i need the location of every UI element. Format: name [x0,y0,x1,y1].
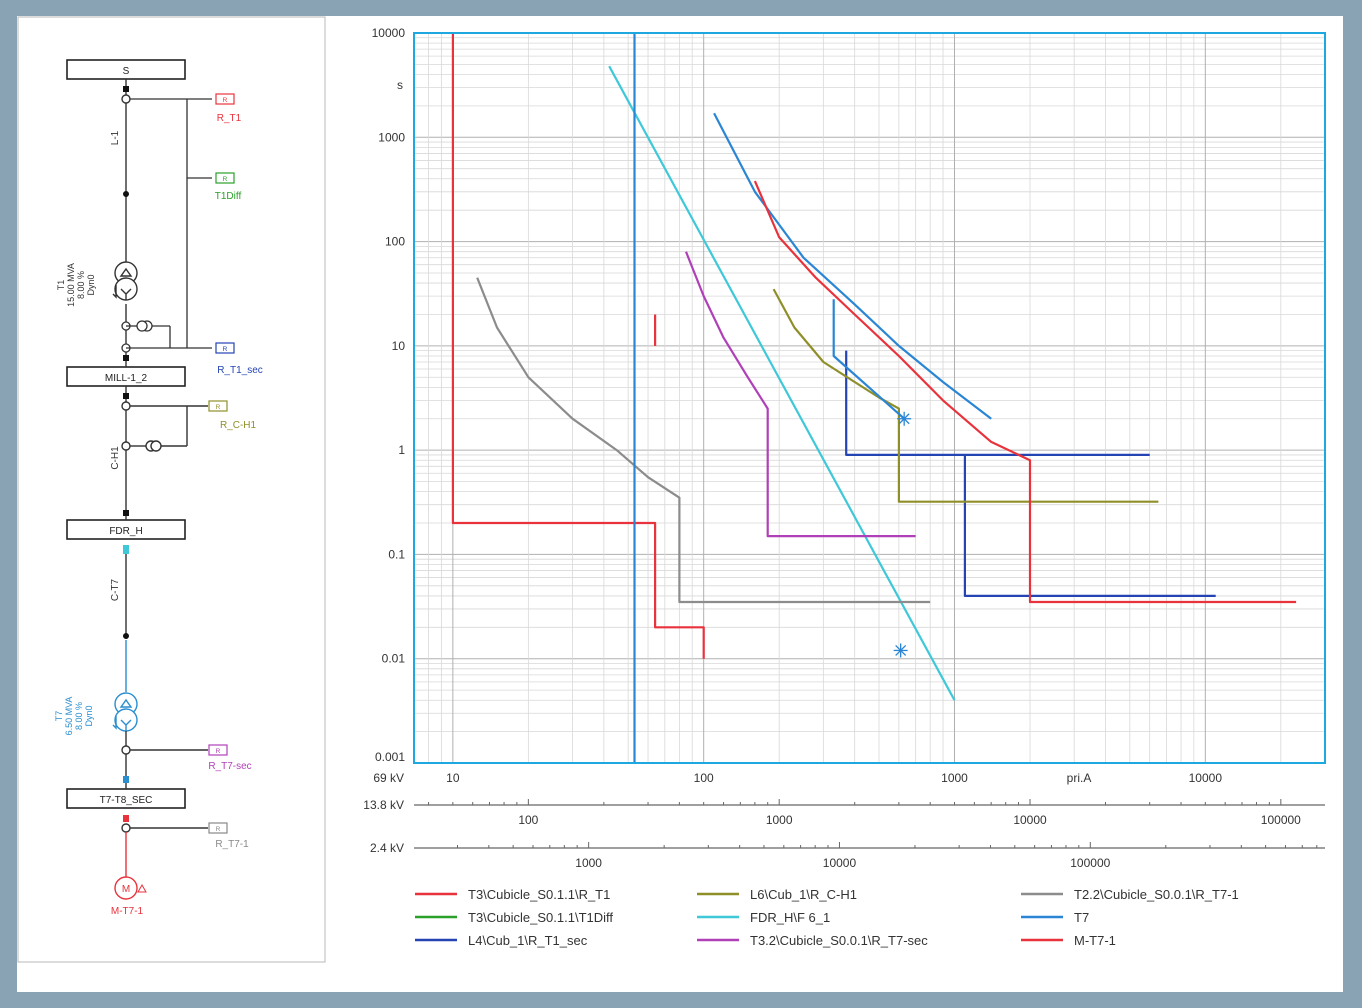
x-axes: 69 kV 10 100 1000 10000 pri.A 13.8 kV 100 1000 10… [363,771,1325,870]
motor-m-t7-1[interactable]: M M-T7-1 [111,876,147,917]
t1-ct-wiring [121,98,212,361]
transformer-t7-rating: 6.50 MVA [64,697,74,736]
feeder-ch1[interactable] [121,386,208,520]
series-line-5 [772,288,1159,503]
x-tick-label-1: 1000 [766,813,793,827]
x-axis-voltage-69kv: 69 kV [373,771,404,785]
y-axis-ticks: 10000 1000 100 10 1 0.1 0.01 0.001 [372,26,406,764]
x-tick-label-2: 100000 [1070,856,1110,870]
x-tick-label-69kv: 100 [694,771,714,785]
transformer-t7-impedance: 8.00 % [74,702,84,730]
y-tick-label: 10000 [372,26,406,40]
line-ct7-label: C-T7 [110,578,121,601]
series-line-10 [713,112,992,420]
series-line-8 [476,277,931,604]
marker-stroke [898,413,910,425]
series-line-7 [684,251,916,538]
line-l1-label: L-1 [110,130,121,145]
relay-r-t7-sec[interactable]: R R_T7-sec [208,744,252,772]
legend-label-3: T3\Cubicle_S0.1.1\T1Diff [468,910,613,925]
transformer-t7-vector: Dyn0 [84,705,94,726]
legend-label-2: T2.2\Cubicle_S0.0.1\R_T7-1 [1074,887,1239,902]
feeder-ct7[interactable] [123,545,129,692]
relay-r-t1-sec-label: R_T1_sec [217,365,263,376]
busbar-mill-label: MILL-1_2 [105,373,148,384]
transformer-t1-impedance: 8.00 % [76,271,86,299]
series-line-11 [832,299,905,420]
transformer-t1-name: T1 [56,280,66,291]
y-tick-label: 0.01 [382,652,406,666]
relay-r-t7-1[interactable]: R R_T7-1 [208,822,249,850]
relay-r-c-h1-label: R_C-H1 [220,420,257,431]
t7-secondary [121,731,208,789]
relay-r-t7-sec-label: R_T7-sec [208,761,251,772]
y-tick-label: 0.001 [375,750,405,764]
transformer-t1-vector: Dyn0 [86,274,96,295]
x-axis-unit-label: pri.A [1067,771,1092,785]
relay-r-t1-label: R_T1 [217,113,242,124]
y-tick-label: 1000 [378,130,405,144]
relay-r-t1-sec[interactable]: R R_T1_sec [215,342,263,376]
x-axis-voltage-2: 2.4 kV [370,841,404,855]
relay-r-t7-sec-box: R [216,748,221,755]
marker-point-1 [893,643,908,658]
motor-label: M-T7-1 [111,906,144,917]
legend-label-1: L6\Cub_1\R_C-H1 [750,887,857,902]
y-axis-unit: s [397,78,403,92]
plot-border [413,32,1326,764]
transformer-t1-rating: 15.00 MVA [66,263,76,307]
relay-r-t1[interactable]: R R_T1 [215,93,242,124]
y-tick-label: 1 [398,443,405,457]
legend-label-6: L4\Cub_1\R_T1_sec [468,933,588,948]
x-axis-voltage-1: 13.8 kV [363,798,404,812]
relay-r-t1-sec-box: R [223,346,228,353]
transformer-t7-name: T7 [54,711,64,722]
chart-series [451,33,1297,763]
relay-t1diff-box: R [223,176,228,183]
x-tick-label-2: 10000 [823,856,857,870]
line-ch1-label: C-H1 [110,446,121,470]
busbar-s-label: S [123,66,130,77]
legend-label-8: M-T7-1 [1074,933,1116,948]
legend-label-4: FDR_H\F 6_1 [750,910,830,925]
x-tick-label-1: 10000 [1013,813,1047,827]
series-line-0 [451,33,705,659]
relay-r-t1-box: R [223,97,228,104]
marker-point-0 [897,411,912,426]
motor-symbol: M [122,884,130,895]
y-tick-label: 0.1 [388,547,405,561]
feeder-l1[interactable] [121,79,131,367]
series-line-6 [608,65,956,701]
x-tick-label-1: 100 [518,813,538,827]
motor-branch [121,815,208,877]
busbar-t7t8-label: T7-T8_SEC [100,795,153,806]
chart-legend: T3\Cubicle_S0.1.1\R_T1 L6\Cub_1\R_C-H1 T2.… [415,887,1239,948]
y-tick-label: 10 [392,339,406,353]
relay-r-t7-1-label: R_T7-1 [215,839,249,850]
transformer-t1-symbol[interactable] [112,261,138,301]
relay-r-c-h1[interactable]: R R_C-H1 [208,400,257,431]
relay-r-c-h1-box: R [216,404,221,411]
x-tick-label-1: 100000 [1261,813,1301,827]
legend-label-0: T3\Cubicle_S0.1.1\R_T1 [468,887,610,902]
x-tick-label-69kv: 10000 [1189,771,1223,785]
legend-label-7: T3.2\Cubicle_S0.0.1\R_T7-sec [750,933,928,948]
series-line-12 [753,180,1297,604]
relay-t1diff-label: T1Diff [215,191,242,202]
relay-r-t7-1-box: R [216,826,221,833]
transformer-t7-symbol[interactable] [112,692,138,732]
busbar-fdr-label: FDR_H [109,526,142,537]
legend-label-5: T7 [1074,910,1089,925]
x-tick-label-2: 1000 [575,856,602,870]
marker-stroke [895,644,907,656]
relay-t1diff[interactable]: R T1Diff [215,172,242,202]
chart-markers [893,411,912,658]
x-tick-label-69kv: 10 [446,771,460,785]
y-tick-label: 100 [385,235,405,249]
x-tick-label-69kv: 1000 [941,771,968,785]
